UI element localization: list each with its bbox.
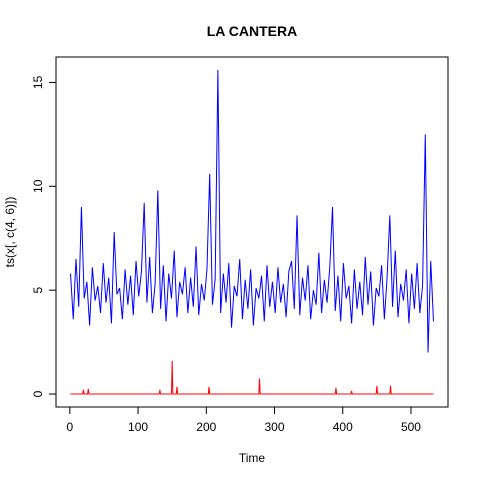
chart-title: LA CANTERA (207, 23, 297, 39)
series-line (70, 69, 434, 353)
x-tick-label: 100 (128, 420, 148, 434)
y-axis-label: ts(x[, c(4, 6)]) (3, 197, 17, 268)
y-tick-label: 10 (31, 179, 45, 193)
series-line (70, 360, 434, 395)
y-tick-label: 5 (31, 287, 45, 294)
y-tick-label: 0 (31, 390, 45, 397)
x-tick-label: 500 (401, 420, 421, 434)
x-tick-label: 200 (196, 420, 216, 434)
x-tick-label: 400 (333, 420, 353, 434)
x-tick-label: 0 (66, 420, 73, 434)
x-tick-label: 300 (264, 420, 284, 434)
x-axis-label: Time (239, 451, 266, 465)
y-tick-label: 15 (31, 75, 45, 89)
